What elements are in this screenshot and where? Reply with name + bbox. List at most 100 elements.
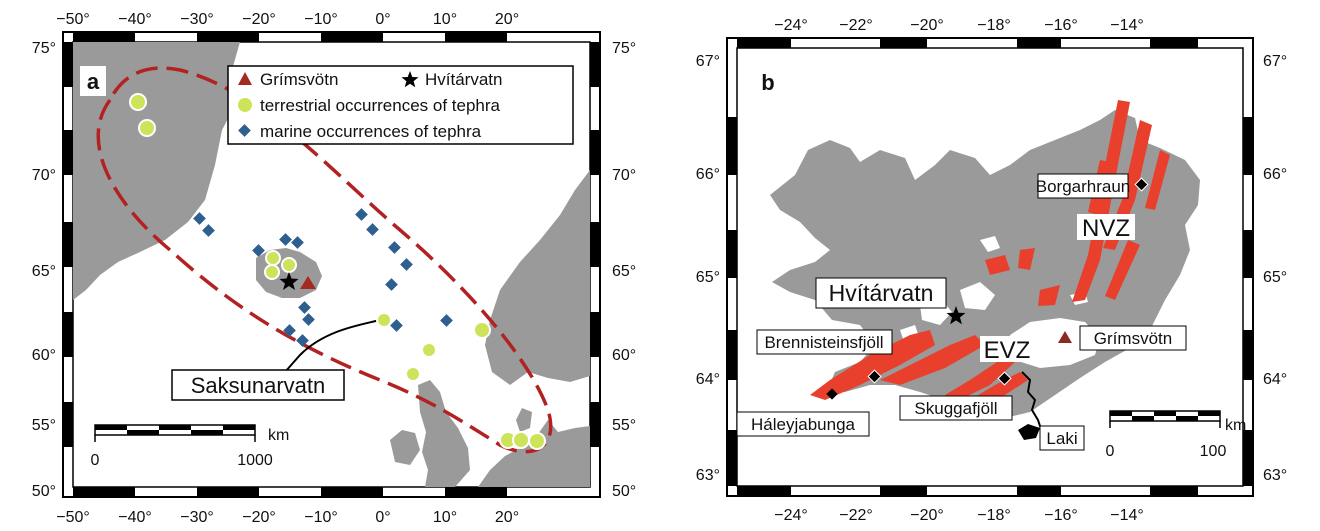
panel-a-bottom-lon-ticks: −50° −40° −30° −20° −10° 0° 10° 20°: [56, 509, 519, 526]
haleyjabunga-label: Háleyjabunga: [751, 415, 856, 434]
terrestrial-marker: [129, 93, 147, 111]
lon-tick: −20°: [910, 507, 944, 524]
marine-marker: [366, 223, 379, 236]
legend-volcano-label: Grímsvötn: [260, 70, 338, 89]
lon-tick: 0°: [375, 509, 390, 526]
marine-marker: [252, 244, 265, 257]
laki-label-box: [1039, 425, 1085, 451]
terrestrial-marker: [421, 342, 437, 358]
lon-tick: −20°: [242, 11, 276, 28]
legend-terrestrial-icon: [238, 98, 252, 112]
lat-tick: 60°: [612, 347, 636, 364]
haleyjabunga-diamond: [826, 388, 838, 400]
panel-a-legend: Grímsvötn Hvítárvatn terrestrial occurre…: [227, 65, 574, 145]
lon-tick: −50°: [56, 11, 90, 28]
lat-tick: 63°: [696, 467, 720, 484]
hvitarvatn-star-b: [946, 306, 966, 325]
grimsvotn-label: Grímsvötn: [1094, 329, 1172, 348]
marine-marker: [279, 233, 292, 246]
borgarhraun-diamond: [1134, 177, 1149, 192]
legend-volcano-icon: [238, 72, 252, 85]
lat-tick: 75°: [32, 40, 56, 57]
skuggafjoll-label-box: [899, 395, 1013, 421]
marine-marker: [302, 313, 315, 326]
nvz-label-box: [1077, 214, 1135, 240]
lat-tick: 75°: [612, 40, 636, 57]
lon-tick: −40°: [118, 509, 152, 526]
borgarhraun-label-box: [1037, 173, 1129, 199]
marine-marker: [385, 278, 398, 291]
marine-marker: [440, 314, 453, 327]
legend-marine-icon: [238, 124, 251, 137]
terrestrial-marker: [528, 432, 546, 450]
scale-b-start: 0: [1106, 443, 1115, 460]
lon-tick: 10°: [433, 509, 457, 526]
panel-a-letter-box: [80, 66, 106, 96]
lat-tick: 65°: [32, 263, 56, 280]
terrestrial-marker: [376, 312, 392, 328]
lon-tick: −22°: [839, 17, 873, 34]
scale-a-start: 0: [91, 452, 100, 469]
lon-tick: −18°: [977, 507, 1011, 524]
lat-tick: 65°: [1263, 269, 1287, 286]
scale-b-end: 100: [1200, 443, 1227, 460]
lon-tick: 20°: [495, 509, 519, 526]
panel-b-bottom-lon-ticks: −24° −22° −20° −18° −16° −14°: [774, 507, 1144, 524]
lon-tick: −20°: [242, 509, 276, 526]
scale-a-end: 1000: [237, 452, 273, 469]
skuggafjoll-label: Skuggafjöll: [914, 399, 997, 418]
lat-tick: 70°: [612, 167, 636, 184]
lat-tick: 50°: [612, 483, 636, 500]
lat-tick: 66°: [696, 166, 720, 183]
marine-marker: [291, 236, 304, 249]
lon-tick: −40°: [118, 11, 152, 28]
lon-tick: −50°: [56, 509, 90, 526]
scale-b-unit: km: [1225, 417, 1246, 434]
panel-b-right-lat-ticks: 67° 66° 65° 64° 63°: [1263, 53, 1287, 484]
saksunarvatn-pointer: [284, 319, 381, 373]
brennisteinsfjoll-diamond: [867, 369, 882, 384]
panel-a: a Grímsvötn Hvítárvatn terrestrial occur…: [32, 11, 636, 526]
grimsvotn-triangle-b: [1058, 331, 1072, 343]
panel-a-letter: a: [87, 69, 100, 94]
lon-tick: −16°: [1044, 507, 1078, 524]
haleyjabunga-label-box: [736, 411, 870, 437]
nvz-label: NVZ: [1082, 215, 1130, 242]
lon-tick: −30°: [180, 11, 214, 28]
lat-tick: 64°: [696, 371, 720, 388]
legend-lake-label: Hvítárvatn: [425, 70, 502, 89]
lat-tick: 67°: [696, 53, 720, 70]
lon-tick: −14°: [1110, 17, 1144, 34]
lon-tick: 20°: [495, 11, 519, 28]
saksunarvatn-label-box: [171, 369, 345, 401]
lon-tick: −10°: [304, 11, 338, 28]
terrestrial-marker: [265, 250, 281, 266]
lon-tick: −24°: [774, 17, 808, 34]
lon-tick: −30°: [180, 509, 214, 526]
terrestrial-marker: [264, 264, 280, 280]
legend-marine-label: marine occurrences of tephra: [260, 122, 482, 141]
lon-tick: −14°: [1110, 507, 1144, 524]
lat-tick: 67°: [1263, 53, 1287, 70]
terrestrial-marker: [138, 119, 156, 137]
hvitarvatn-label-box: [815, 277, 947, 309]
lon-tick: 0°: [375, 11, 390, 28]
panel-a-left-lat-ticks: 75° 70° 65° 60° 55° 50°: [32, 40, 56, 500]
lon-tick: −22°: [839, 507, 873, 524]
marine-marker: [283, 324, 296, 337]
skuggafjoll-diamond: [997, 371, 1012, 386]
panel-b-left-lat-ticks: 67° 66° 65° 64° 63°: [696, 53, 720, 484]
lat-tick: 65°: [696, 269, 720, 286]
brennisteinsfjoll-label: Brennisteinsfjöll: [764, 333, 883, 352]
terrestrial-marker: [473, 321, 491, 339]
panel-a-scale-bar: 0 1000 km: [91, 424, 289, 469]
panel-b-scale-bar: 0 100 km: [1106, 410, 1246, 460]
legend-terrestrial-label: terrestrial occurrences of tephra: [260, 96, 501, 115]
marine-markers: [193, 208, 453, 347]
grimsvotn-label-box: [1079, 325, 1187, 351]
legend-lake-star-icon: [401, 71, 419, 88]
lat-tick: 64°: [1263, 371, 1287, 388]
laki-fissure: [1021, 371, 1043, 433]
marine-marker: [400, 258, 413, 271]
lon-tick: −10°: [304, 509, 338, 526]
